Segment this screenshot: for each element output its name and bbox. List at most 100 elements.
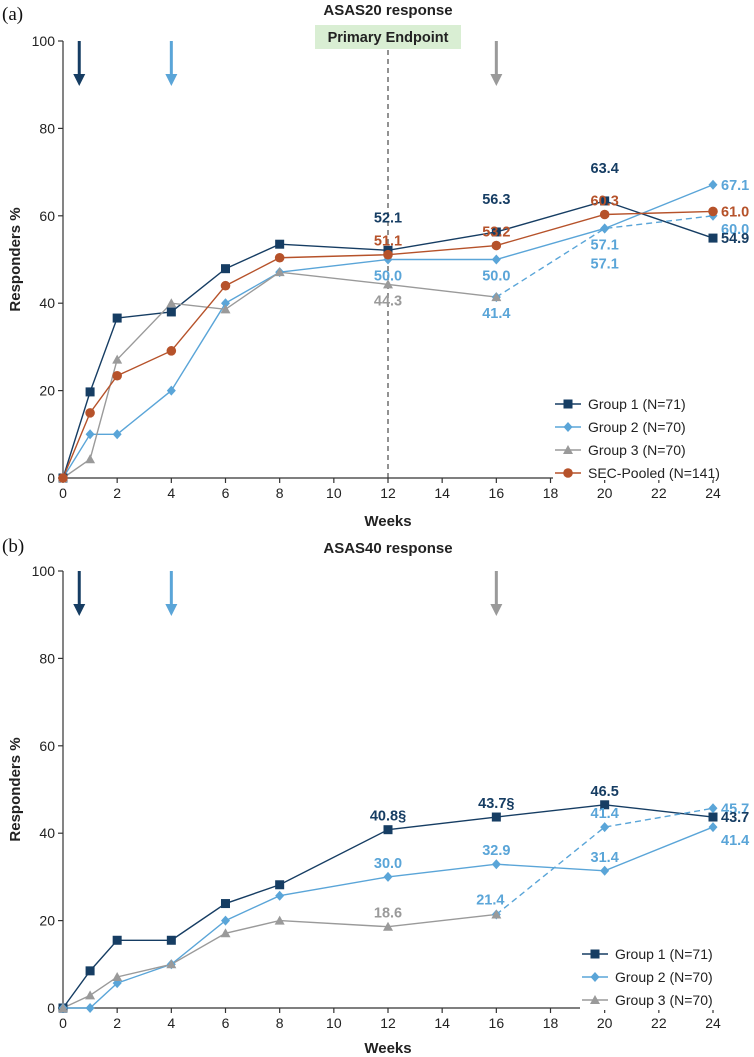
data-label: 43.7 bbox=[721, 810, 749, 826]
data-label: 43.7§ bbox=[478, 796, 514, 812]
legend-entry: Group 3 (N=70) bbox=[615, 992, 713, 1008]
x-tick-label: 4 bbox=[167, 1015, 175, 1031]
data-point-group2 bbox=[708, 179, 718, 190]
y-tick-label: 80 bbox=[39, 120, 55, 136]
primary-endpoint-box bbox=[315, 25, 461, 49]
data-point-group2 bbox=[85, 1003, 95, 1013]
data-point-group1 bbox=[708, 812, 718, 822]
data-label: 41.4 bbox=[482, 306, 510, 322]
data-point-pooled bbox=[58, 473, 68, 483]
data-point-pooled bbox=[274, 252, 285, 263]
y-tick-label: 0 bbox=[47, 1000, 55, 1016]
x-tick-label: 16 bbox=[489, 1015, 505, 1031]
x-tick-label: 6 bbox=[222, 1015, 230, 1031]
dosing-arrow-head bbox=[73, 604, 86, 616]
data-point-group1 bbox=[221, 264, 230, 274]
data-point-group2b bbox=[708, 803, 718, 814]
data-label: 32.9 bbox=[482, 843, 510, 859]
data-label: 18.6 bbox=[374, 906, 402, 922]
legend-marker bbox=[590, 995, 600, 1004]
x-tick-label: 2 bbox=[113, 1015, 121, 1031]
series-line-group2 bbox=[62, 184, 714, 479]
data-label: 50.0 bbox=[374, 269, 402, 285]
data-point-group1 bbox=[275, 239, 285, 249]
chart-title: ASAS40 response bbox=[323, 540, 452, 557]
data-label: 63.4 bbox=[591, 161, 619, 177]
data-label: 56.3 bbox=[482, 192, 510, 208]
series-line-group1 bbox=[62, 200, 714, 479]
data-label: 30.0 bbox=[374, 856, 402, 872]
data-label: 53.2 bbox=[482, 225, 510, 241]
y-tick-label: 40 bbox=[39, 825, 55, 841]
data-point-group3 bbox=[491, 909, 502, 919]
data-point-pooled bbox=[85, 408, 95, 418]
data-point-group1 bbox=[708, 233, 718, 243]
data-point-group2b bbox=[600, 223, 610, 234]
y-tick-label: 80 bbox=[39, 650, 55, 666]
x-tick-label: 0 bbox=[59, 485, 67, 501]
data-point-pooled bbox=[491, 240, 502, 251]
data-point-group2 bbox=[383, 871, 393, 882]
x-tick-label: 24 bbox=[705, 485, 721, 501]
data-point-group1 bbox=[600, 800, 610, 810]
data-label: 60.0 bbox=[721, 222, 749, 238]
y-tick-label: 20 bbox=[39, 913, 55, 929]
data-point-group1 bbox=[491, 812, 501, 822]
data-point-group2 bbox=[491, 859, 501, 870]
primary-endpoint-label: Primary Endpoint bbox=[328, 30, 449, 46]
panel-label: (b) bbox=[2, 536, 24, 557]
data-point-group2 bbox=[275, 890, 285, 901]
data-point-group3 bbox=[220, 928, 231, 938]
x-tick-label: 18 bbox=[543, 1015, 559, 1031]
x-tick-label: 0 bbox=[59, 1015, 67, 1031]
x-tick-label: 14 bbox=[434, 485, 450, 501]
x-tick-label: 20 bbox=[597, 485, 613, 501]
dosing-arrow-head bbox=[165, 74, 178, 86]
data-point-pooled bbox=[166, 346, 177, 356]
legend-marker bbox=[563, 468, 573, 478]
chart-title: ASAS20 response bbox=[323, 2, 452, 19]
x-tick-label: 10 bbox=[326, 1015, 342, 1031]
x-tick-label: 14 bbox=[434, 1015, 450, 1031]
legend-box bbox=[553, 392, 713, 480]
data-label: 45.7 bbox=[721, 801, 749, 817]
y-axis-label: Responders % bbox=[7, 737, 24, 841]
data-point-group1 bbox=[600, 196, 610, 206]
y-tick-label: 20 bbox=[39, 383, 55, 399]
series-line-group1 bbox=[62, 804, 714, 1009]
x-tick-label: 12 bbox=[380, 1015, 396, 1031]
data-point-group2 bbox=[491, 254, 501, 265]
dosing-arrow-head bbox=[490, 604, 503, 616]
data-label: 21.4 bbox=[476, 892, 504, 908]
x-tick-label: 4 bbox=[167, 485, 175, 501]
legend-marker bbox=[563, 422, 573, 432]
y-tick-label: 60 bbox=[39, 738, 55, 754]
series-line-group2b bbox=[495, 215, 714, 298]
y-tick-label: 60 bbox=[39, 208, 55, 224]
data-point-group3 bbox=[274, 267, 285, 277]
legend-marker bbox=[590, 949, 600, 959]
dosing-arrow-head bbox=[73, 74, 86, 86]
data-label: 57.1 bbox=[591, 237, 619, 253]
data-label: 67.1 bbox=[721, 178, 749, 194]
x-tick-label: 10 bbox=[326, 485, 342, 501]
y-tick-label: 100 bbox=[32, 563, 56, 579]
data-label: 41.4 bbox=[591, 806, 619, 822]
x-tick-label: 2 bbox=[113, 485, 121, 501]
dosing-arrow-head bbox=[490, 74, 503, 86]
legend-entry: Group 1 (N=71) bbox=[615, 946, 713, 962]
data-point-group1 bbox=[166, 307, 176, 317]
x-tick-label: 18 bbox=[543, 485, 559, 501]
legend-marker bbox=[590, 972, 600, 982]
data-point-group1 bbox=[383, 825, 393, 835]
data-point-group2 bbox=[600, 865, 610, 876]
series-line-group3 bbox=[62, 271, 497, 479]
data-point-group2 bbox=[112, 429, 122, 440]
data-point-group2 bbox=[221, 915, 230, 926]
legend-entry: Group 2 (N=70) bbox=[615, 969, 713, 985]
data-point-group1 bbox=[221, 899, 230, 909]
data-label: 44.3 bbox=[374, 293, 402, 309]
